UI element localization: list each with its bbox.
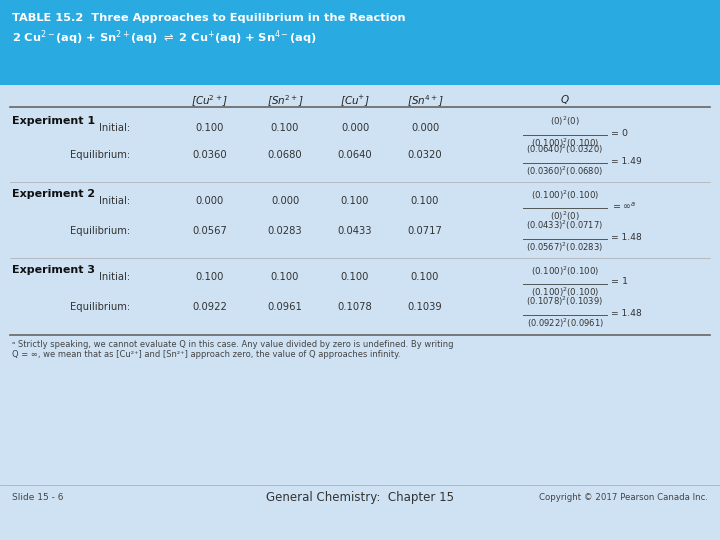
Text: 0.0717: 0.0717 xyxy=(408,226,442,236)
Text: 0.1078: 0.1078 xyxy=(338,302,372,312)
Text: [Sn$^{2+}$]: [Sn$^{2+}$] xyxy=(266,93,303,109)
Text: = 0: = 0 xyxy=(611,129,628,138)
Text: $(0.0640)^2(0.0320)$: $(0.0640)^2(0.0320)$ xyxy=(526,143,603,157)
Text: $(0.0433)^2(0.0717)$: $(0.0433)^2(0.0717)$ xyxy=(526,219,603,233)
Text: Initial:: Initial: xyxy=(99,123,130,133)
Text: = 1.48: = 1.48 xyxy=(611,308,642,318)
Text: 0.100: 0.100 xyxy=(271,272,300,282)
Bar xyxy=(0,0,720,85)
Text: 0.0680: 0.0680 xyxy=(268,150,302,160)
Text: ᵃ Strictly speaking, we cannot evaluate Q in this case. Any value divided by zer: ᵃ Strictly speaking, we cannot evaluate … xyxy=(12,340,454,349)
Text: 0.0961: 0.0961 xyxy=(268,302,302,312)
Text: 0.100: 0.100 xyxy=(271,123,300,133)
Text: $(0.100)^2(0.100)$: $(0.100)^2(0.100)$ xyxy=(531,286,599,299)
Text: 0.100: 0.100 xyxy=(411,272,439,282)
Text: 0.000: 0.000 xyxy=(271,196,299,206)
Text: Equilibrium:: Equilibrium: xyxy=(70,226,130,236)
Text: Slide 15 - 6: Slide 15 - 6 xyxy=(12,494,63,503)
Text: 0.100: 0.100 xyxy=(411,196,439,206)
Text: 0.000: 0.000 xyxy=(411,123,439,133)
Text: $= \infty^a$: $= \infty^a$ xyxy=(611,201,636,211)
Text: 0.1039: 0.1039 xyxy=(408,302,442,312)
Text: Experiment 3: Experiment 3 xyxy=(12,265,95,275)
Text: Experiment 2: Experiment 2 xyxy=(12,189,95,199)
Text: $(0.0922)^2(0.0961)$: $(0.0922)^2(0.0961)$ xyxy=(526,316,603,330)
Text: 0.000: 0.000 xyxy=(196,196,224,206)
Text: 0.100: 0.100 xyxy=(196,123,224,133)
Text: 0.0320: 0.0320 xyxy=(408,150,442,160)
Text: General Chemistry:  Chapter 15: General Chemistry: Chapter 15 xyxy=(266,491,454,504)
Text: 0.000: 0.000 xyxy=(341,123,369,133)
Text: [Sn$^{4+}$]: [Sn$^{4+}$] xyxy=(407,93,444,109)
Text: TABLE 15.2  Three Approaches to Equilibrium in the Reaction: TABLE 15.2 Three Approaches to Equilibri… xyxy=(12,13,405,23)
Text: 0.0433: 0.0433 xyxy=(338,226,372,236)
Text: $(0)^2(0)$: $(0)^2(0)$ xyxy=(550,210,580,223)
Text: 0.0360: 0.0360 xyxy=(193,150,228,160)
Text: $(0.0567)^2(0.0283)$: $(0.0567)^2(0.0283)$ xyxy=(526,240,603,254)
Text: 2 Cu$^{2-}$(aq) + Sn$^{2+}$(aq) $\rightleftharpoons$ 2 Cu$^{+}$(aq) + Sn$^{4-}$(: 2 Cu$^{2-}$(aq) + Sn$^{2+}$(aq) $\rightl… xyxy=(12,28,317,46)
Text: 0.100: 0.100 xyxy=(341,196,369,206)
Text: = 1.49: = 1.49 xyxy=(611,157,642,165)
Text: 0.0922: 0.0922 xyxy=(192,302,228,312)
Text: 0.0283: 0.0283 xyxy=(268,226,302,236)
Text: Equilibrium:: Equilibrium: xyxy=(70,302,130,312)
Text: [Cu$^{2+}$]: [Cu$^{2+}$] xyxy=(192,93,229,109)
Text: $(0.100)^2(0.100)$: $(0.100)^2(0.100)$ xyxy=(531,264,599,278)
Text: Equilibrium:: Equilibrium: xyxy=(70,150,130,160)
Text: $(0.100)^2(0.100)$: $(0.100)^2(0.100)$ xyxy=(531,188,599,201)
Text: 0.100: 0.100 xyxy=(341,272,369,282)
Text: Initial:: Initial: xyxy=(99,272,130,282)
Text: = 1.48: = 1.48 xyxy=(611,233,642,241)
Text: Initial:: Initial: xyxy=(99,196,130,206)
Text: $(0.0360)^2(0.0680)$: $(0.0360)^2(0.0680)$ xyxy=(526,165,603,178)
Text: $(0.1078)^2(0.1039)$: $(0.1078)^2(0.1039)$ xyxy=(526,295,603,308)
Text: = 1: = 1 xyxy=(611,278,628,287)
Text: $(0.100)^2(0.100)$: $(0.100)^2(0.100)$ xyxy=(531,137,599,150)
Text: Experiment 1: Experiment 1 xyxy=(12,116,95,126)
Text: 0.0567: 0.0567 xyxy=(192,226,228,236)
Text: Copyright © 2017 Pearson Canada Inc.: Copyright © 2017 Pearson Canada Inc. xyxy=(539,494,708,503)
Text: 0.100: 0.100 xyxy=(196,272,224,282)
Text: 0.0640: 0.0640 xyxy=(338,150,372,160)
Text: $(0)^2(0)$: $(0)^2(0)$ xyxy=(550,115,580,129)
Text: [Cu$^{+}$]: [Cu$^{+}$] xyxy=(340,93,370,108)
Text: Q = ∞, we mean that as [Cu²⁺] and [Sn²⁺] approach zero, the value of Q approache: Q = ∞, we mean that as [Cu²⁺] and [Sn²⁺]… xyxy=(12,350,400,359)
Text: $Q$: $Q$ xyxy=(560,93,570,106)
